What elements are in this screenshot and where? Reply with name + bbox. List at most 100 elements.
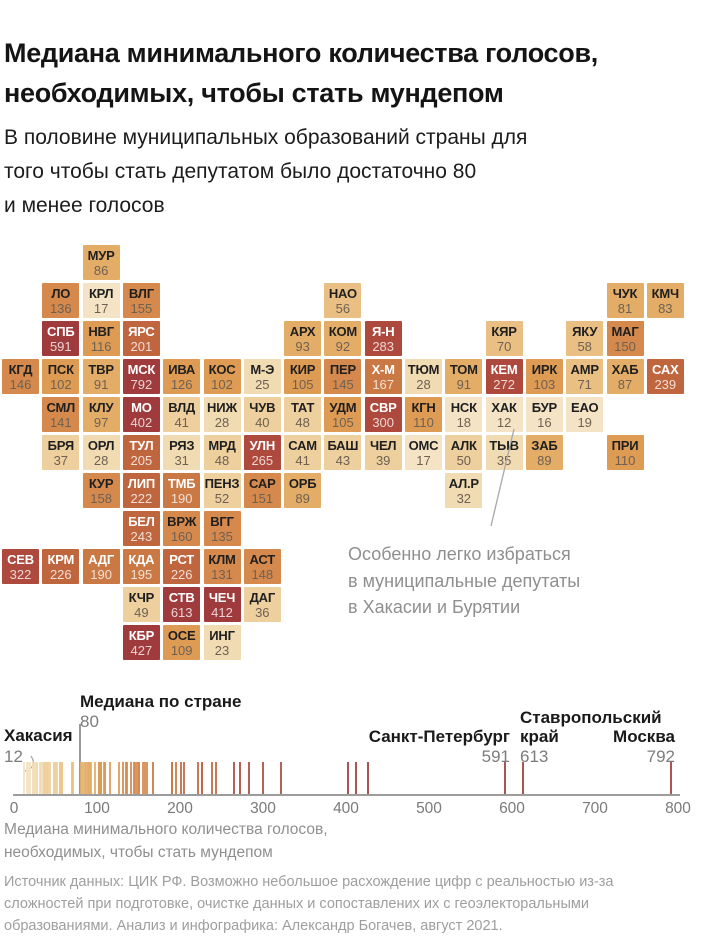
region-code: ТЫВ: [489, 438, 519, 453]
region-tile-АЛК: АЛК 50: [445, 435, 483, 470]
region-value: 151: [251, 491, 274, 506]
region-code: ЧУК: [612, 286, 638, 301]
annotation-khakasia-name: Хакасия: [4, 726, 73, 745]
region-value: 32: [456, 491, 472, 506]
strip-stroke-ИРК: [98, 762, 101, 794]
region-value: 135: [211, 529, 233, 544]
region-tile-МАГ: МАГ 150: [606, 321, 644, 356]
strip-stroke-ХАК: [22, 762, 25, 794]
region-code: ПЕР: [329, 362, 356, 377]
region-tile-ТЫВ: ТЫВ 35: [485, 435, 523, 470]
strip-stroke-ЕАО: [28, 762, 31, 794]
region-tile-ОРБ: ОРБ 89: [284, 473, 322, 508]
region-tile-НВГ: НВГ 116: [82, 321, 120, 356]
region-tile-ОРЛ: ОРЛ 28: [82, 435, 120, 470]
strip-stroke-ВРЖ: [145, 762, 148, 794]
region-code: ХАК: [491, 400, 517, 415]
region-value: 91: [93, 377, 109, 392]
strip-stroke-ВЛГ: [141, 762, 144, 794]
annotation-stavropol-value: 613: [520, 747, 549, 766]
region-code: ИРК: [531, 362, 558, 377]
region-value: 28: [416, 377, 431, 392]
region-value: 190: [170, 491, 193, 506]
region-code: КДА: [128, 552, 155, 567]
region-tile-ЧЕЛ: ЧЕЛ 39: [364, 435, 402, 470]
region-code: ОМС: [408, 438, 439, 453]
region-code: ЗАБ: [531, 438, 558, 453]
strip-stroke-БАШ: [48, 762, 51, 794]
region-tile-УЛН: УЛН 265: [243, 435, 281, 470]
strip-stroke-ЧЕЛ: [45, 762, 48, 794]
strip-stroke-УДМ: [100, 762, 103, 794]
region-tile-НСК: НСК 18: [445, 397, 483, 432]
strip-stroke-ЧЕЧ: [354, 762, 357, 794]
region-code: ПРИ: [611, 438, 639, 453]
region-code: ЧЕЛ: [370, 438, 397, 453]
region-code: СЕВ: [7, 552, 34, 567]
region-code: КОС: [208, 362, 236, 377]
region-tile-ИРК: ИРК 103: [525, 359, 563, 394]
strip-stroke-ПЕР: [133, 762, 136, 794]
region-code: КМЧ: [651, 286, 680, 301]
region-tile-ТАТ: ТАТ 48: [284, 397, 322, 432]
region-value: 427: [130, 643, 153, 658]
strip-stroke-БЕЛ: [214, 762, 217, 794]
region-value: 71: [577, 377, 592, 392]
region-tile-ЛО: ЛО 136: [42, 283, 80, 318]
region-value: 92: [335, 339, 351, 354]
region-code: ЛИП: [127, 476, 155, 491]
region-code: МРД: [208, 438, 236, 453]
region-tile-БРЯ: БРЯ 37: [42, 435, 80, 470]
region-code: ВГГ: [210, 514, 234, 529]
strip-stroke-Х-М: [151, 762, 154, 794]
strip-stroke-КДА: [174, 762, 177, 794]
region-tile-ДАГ: ДАГ 36: [243, 587, 281, 622]
region-tile-КБР: КБР 427: [122, 625, 160, 660]
x-tick-600: 600: [499, 800, 525, 817]
region-code: ХАБ: [611, 362, 639, 377]
region-tile-КГД: КГД 146: [2, 359, 39, 394]
region-value: 116: [90, 339, 112, 354]
region-tile-КОС: КОС 102: [203, 359, 241, 394]
region-code: НИЖ: [207, 400, 237, 415]
region-code: ОРБ: [288, 476, 317, 491]
region-tile-СЕВ: СЕВ 322: [2, 549, 39, 584]
region-tile-ВГГ: ВГГ 135: [203, 511, 241, 546]
strip-stroke-Я-Н: [247, 762, 250, 794]
region-value: 16: [537, 415, 552, 430]
region-value: 89: [537, 453, 552, 468]
region-value: 591: [49, 339, 72, 354]
region-value: 226: [170, 567, 193, 582]
region-code: КЛМ: [208, 552, 236, 567]
region-code: ЯРС: [128, 324, 155, 339]
region-tile-ТЮМ: ТЮМ 28: [405, 359, 442, 394]
region-code: ОРЛ: [87, 438, 115, 453]
region-tile-ВЛГ: ВЛГ 155: [122, 283, 160, 318]
region-code: РСТ: [169, 552, 195, 567]
region-value: 613: [170, 605, 193, 620]
region-tile-ИНГ: ИНГ 23: [203, 625, 241, 660]
region-code: АЛ.Р: [448, 476, 479, 491]
page-subtitle: В половине муниципальных образований стр…: [4, 126, 528, 217]
strip-stroke-НВГ: [109, 762, 112, 794]
region-code: КРЛ: [88, 286, 114, 301]
median-country-value: 80: [80, 712, 99, 731]
strip-stroke-АДГ: [170, 762, 173, 794]
x-tick-700: 700: [582, 800, 608, 817]
region-tile-УДМ: УДМ 105: [324, 397, 362, 432]
region-tile-Х-М: Х-М 167: [364, 359, 402, 394]
region-tile-САР: САР 151: [243, 473, 281, 508]
region-tile-КДА: КДА 195: [122, 549, 160, 584]
strip-stroke-ОМС: [27, 762, 30, 794]
region-value: 136: [49, 301, 72, 316]
region-value: 93: [295, 339, 310, 354]
region-value: 126: [170, 377, 193, 392]
map-annotation-text: Особенно легко избраться в муниципальные…: [348, 544, 581, 617]
region-tile-МО: МО 402: [122, 397, 160, 432]
region-value: 43: [335, 453, 351, 468]
region-tile-СВР: СВР 300: [364, 397, 402, 432]
strip-stroke-ЧУК: [80, 762, 83, 794]
x-tick-200: 200: [167, 800, 193, 817]
region-value: 50: [456, 453, 472, 468]
